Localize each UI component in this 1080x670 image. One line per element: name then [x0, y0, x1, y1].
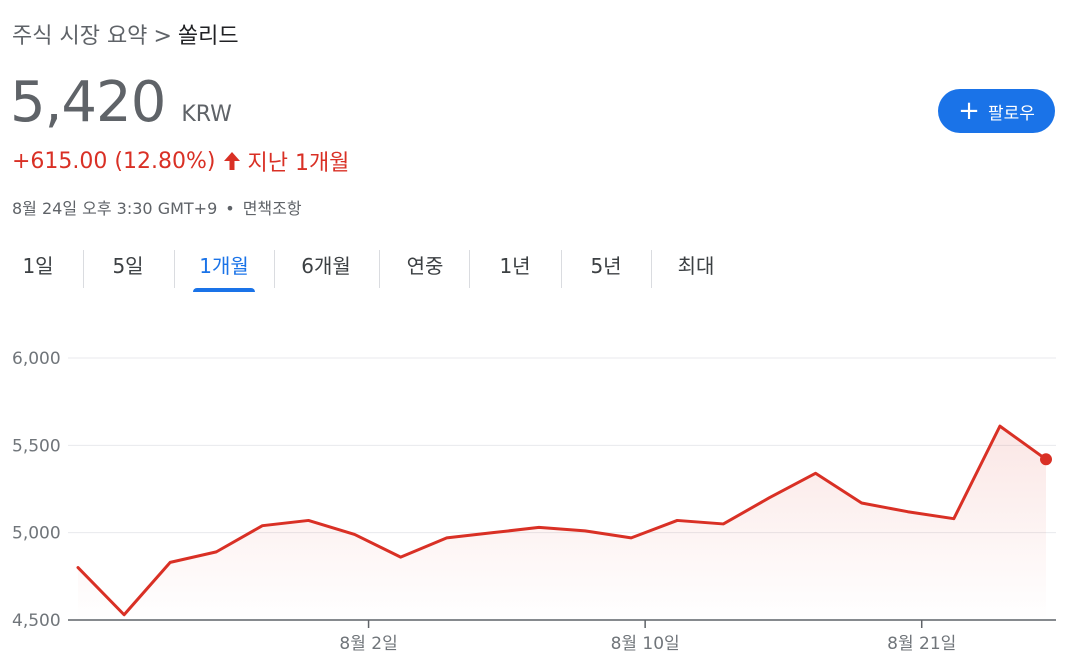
tab-divider: [651, 250, 652, 288]
x-tick-label: 8월 2일: [339, 634, 397, 654]
data-point: [121, 612, 127, 618]
price-row: 5,420 KRW: [10, 70, 232, 135]
change-period: 지난 1개월: [247, 151, 350, 176]
data-point: [213, 549, 219, 555]
data-point: [997, 423, 1003, 429]
tab-divider: [83, 250, 84, 288]
data-point: [951, 516, 957, 522]
data-point: [582, 528, 588, 534]
tab-label: 1일: [22, 254, 54, 278]
tab-divider: [379, 250, 380, 288]
price-chart[interactable]: 6,000 5,500 5,000 4,500 8월 2일 8월 10일 8월 21일: [0, 330, 1080, 670]
data-point: [859, 500, 865, 506]
data-point: [490, 530, 496, 536]
breadcrumb-separator: >: [153, 24, 172, 49]
y-tick-label: 6,000: [12, 349, 61, 369]
tab-1d[interactable]: 1일: [10, 246, 66, 290]
tab-5y[interactable]: 5년: [578, 246, 634, 290]
tab-divider: [469, 250, 470, 288]
tab-max[interactable]: 최대: [668, 246, 724, 290]
data-point: [167, 559, 173, 565]
price-area: [78, 426, 1046, 620]
price-line: [76, 424, 1048, 617]
data-point: [628, 535, 634, 541]
stock-price: 5,420: [10, 70, 166, 135]
data-point: [813, 470, 819, 476]
follow-button[interactable]: + 팔로우: [938, 89, 1055, 133]
timestamp: 8월 24일 오후 3:30 GMT+9: [12, 199, 218, 218]
data-point: [398, 554, 404, 560]
tab-6m[interactable]: 6개월: [292, 246, 360, 290]
tab-label: 연중: [406, 254, 444, 278]
data-point: [720, 521, 726, 527]
data-point: [259, 523, 265, 529]
data-point: [536, 524, 542, 530]
breadcrumb-current: 쏠리드: [177, 24, 239, 49]
tab-label: 1년: [499, 254, 531, 278]
tab-label: 최대: [677, 254, 715, 278]
x-tick-label: 8월 21일: [887, 634, 956, 654]
bullet-separator: •: [225, 199, 235, 218]
arrow-up-icon: [224, 152, 241, 170]
price-change: +615.00 (12.80%): [12, 148, 216, 174]
x-tick-label: 8월 10일: [611, 634, 680, 654]
y-tick-label: 5,000: [12, 524, 61, 544]
data-point: [444, 535, 450, 541]
range-tabs: 1일 5일 1개월 6개월 연중 1년 5년 최대: [0, 246, 740, 292]
y-tick-label: 5,500: [12, 436, 61, 456]
tab-divider: [274, 250, 275, 288]
tab-label: 5년: [590, 254, 622, 278]
data-point: [674, 517, 680, 523]
data-point: [75, 565, 81, 571]
data-point: [766, 495, 772, 501]
active-tab-indicator: [193, 288, 255, 292]
tab-divider: [174, 250, 175, 288]
tab-divider: [561, 250, 562, 288]
tab-label: 5일: [112, 254, 144, 278]
data-point: [305, 517, 311, 523]
tab-label: 6개월: [301, 254, 351, 278]
tab-1m[interactable]: 1개월: [193, 246, 255, 292]
tab-5d[interactable]: 5일: [100, 246, 156, 290]
last-price-dot: [1040, 453, 1052, 466]
meta-row: 8월 24일 오후 3:30 GMT+9 • 면책조항: [12, 195, 302, 219]
plus-icon: +: [958, 96, 980, 126]
breadcrumb: 주식 시장 요약 > 쏠리드: [12, 18, 239, 50]
follow-button-label: 팔로우: [987, 103, 1035, 124]
data-point: [352, 531, 358, 537]
currency-label: KRW: [181, 102, 232, 127]
tab-ytd[interactable]: 연중: [397, 246, 453, 290]
breadcrumb-parent[interactable]: 주식 시장 요약: [12, 24, 148, 49]
price-change-row: +615.00 (12.80%) 지난 1개월: [12, 145, 349, 177]
y-tick-label: 4,500: [12, 611, 61, 631]
tab-label: 1개월: [199, 254, 249, 278]
data-point: [905, 509, 911, 515]
disclaimer-link[interactable]: 면책조항: [242, 199, 302, 218]
tab-1y[interactable]: 1년: [487, 246, 543, 290]
